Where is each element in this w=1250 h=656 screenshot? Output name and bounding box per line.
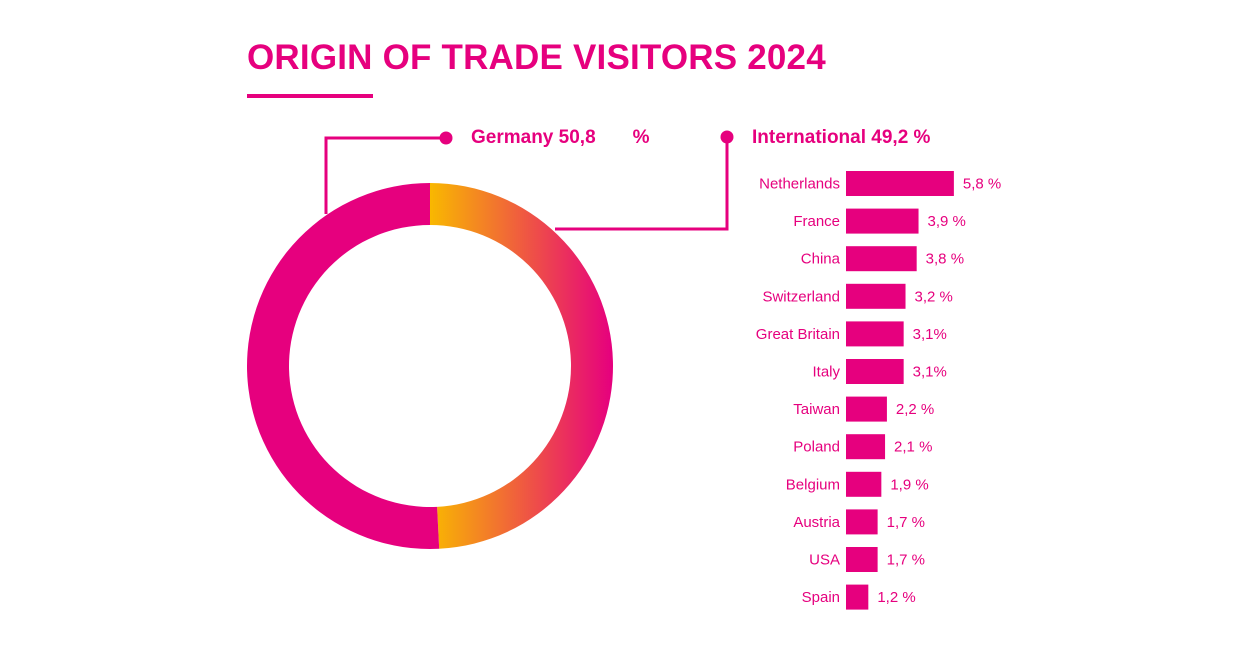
connectors: [324, 130, 734, 231]
bar-category-label: Belgium: [786, 476, 840, 493]
bar-row: Switzerland 3,2 %: [762, 283, 953, 309]
bar-value-label: 1,7 %: [887, 552, 925, 569]
bar-row: Poland 2,1 %: [793, 434, 932, 460]
bar-category-label: Italy: [812, 364, 840, 381]
bar-row: China 3,8 %: [801, 246, 964, 272]
germany-connector-line: [324, 136, 446, 214]
bar-row: Great Britain 3,1%: [756, 321, 947, 347]
bar-value-label: 3,1%: [913, 326, 947, 343]
bar-value-label: 1,2 %: [877, 589, 915, 606]
bar-value-label: 2,1 %: [894, 439, 932, 456]
bar: [846, 509, 878, 535]
international-connector-dot: [720, 130, 734, 144]
bar: [846, 584, 869, 610]
bar: [846, 321, 904, 347]
bar-category-label: France: [793, 213, 840, 230]
title-underline: [247, 94, 373, 98]
bar-category-label: China: [801, 251, 841, 268]
bar: [846, 246, 917, 272]
international-label: International 49,2 %: [752, 127, 931, 148]
bar-value-label: 1,7 %: [887, 514, 925, 531]
bar-category-label: Austria: [793, 514, 840, 531]
bar: [846, 396, 887, 422]
bar-row: Netherlands 5,8 %: [759, 171, 1001, 196]
bar-row: Belgium 1,9 %: [786, 471, 929, 497]
bar-category-label: Switzerland: [762, 288, 840, 305]
donut-slice-germany: [246, 183, 440, 549]
bar-row: Spain 1,2 %: [802, 584, 916, 610]
bar-value-label: 3,2 %: [915, 288, 953, 305]
bar-row: Austria 1,7 %: [793, 509, 925, 535]
germany-label: Germany 50,8%: [471, 127, 650, 149]
bar-category-label: USA: [809, 552, 840, 569]
bar-category-label: Great Britain: [756, 326, 840, 343]
chart-title: ORIGIN OF TRADE VISITORS 2024: [247, 38, 826, 77]
bar: [846, 208, 919, 234]
germany-label-text: Germany 50,8: [471, 127, 596, 148]
bar: [846, 471, 882, 497]
bar-value-label: 3,1%: [913, 364, 947, 381]
donut-chart: [246, 183, 613, 549]
bar: [846, 359, 904, 384]
bar-value-label: 3,8 %: [926, 251, 964, 268]
bar: [846, 171, 954, 196]
bar-row: USA 1,7 %: [809, 547, 925, 572]
germany-label-unit: %: [632, 127, 650, 148]
bar-category-label: Poland: [793, 439, 840, 456]
bar: [846, 283, 906, 309]
donut-slice-international: [430, 183, 613, 549]
germany-connector-dot: [439, 131, 453, 145]
bar-row: Italy 3,1%: [812, 359, 947, 384]
bar: [846, 547, 878, 572]
bar-category-label: Taiwan: [793, 401, 840, 418]
bar-category-label: Spain: [802, 589, 840, 606]
bar-value-label: 3,9 %: [928, 213, 966, 230]
bar-chart: Netherlands 5,8 % France 3,9 % China 3,8 % Swi…: [756, 171, 1001, 610]
bar-category-label: Netherlands: [759, 176, 840, 193]
international-connector-line: [555, 137, 729, 231]
bar-value-label: 1,9 %: [890, 476, 928, 493]
bar-row: France 3,9 %: [793, 208, 966, 234]
bar-value-label: 2,2 %: [896, 401, 934, 418]
bar-row: Taiwan 2,2 %: [793, 396, 934, 422]
bar-value-label: 5,8 %: [963, 176, 1001, 193]
bar: [846, 434, 886, 460]
